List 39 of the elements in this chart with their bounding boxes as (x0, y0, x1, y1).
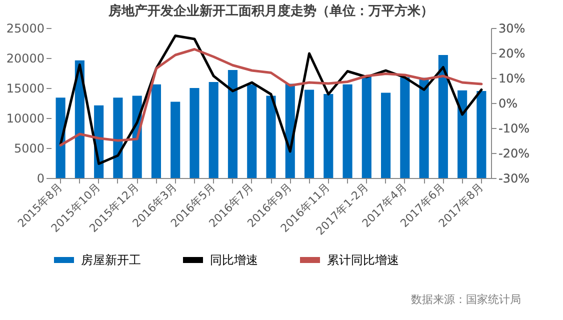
bar (170, 102, 180, 178)
bar (324, 94, 334, 178)
y-tick-label: 0 (36, 172, 44, 186)
y-tick-label: 5000 (14, 142, 44, 156)
bar (304, 90, 314, 178)
source-note: 数据来源：国家统计局 (411, 293, 521, 306)
y-tick-label: 15000 (6, 82, 44, 96)
bar (113, 98, 123, 178)
line-series (59, 34, 483, 165)
bar (458, 90, 468, 178)
chart-title: 房地产开发企业新开工面积月度走势（单位：万平方米） (108, 3, 434, 19)
legend-label: 累计同比增速 (327, 253, 399, 267)
bar (56, 98, 66, 178)
bar (208, 82, 218, 178)
y2-tick-label: -30% (498, 172, 530, 186)
y-tick-label: 20000 (6, 52, 44, 66)
legend-label: 房屋新开工 (81, 253, 141, 267)
y-tick-label: 10000 (6, 112, 44, 126)
line-series (59, 48, 483, 146)
bar (247, 84, 257, 178)
legend-label: 同比增速 (210, 253, 258, 267)
y2-tick-label: 30% (498, 22, 526, 36)
bar (362, 75, 372, 178)
bar (400, 77, 410, 178)
y2-tick-label: 0% (498, 96, 518, 110)
y2-tick-label: -20% (498, 146, 530, 160)
y2-tick-label: 20% (498, 46, 526, 60)
y-tick-label: 25000 (6, 22, 44, 36)
bar (381, 92, 391, 178)
bar (438, 55, 448, 178)
bar (266, 96, 276, 178)
bar (228, 70, 238, 178)
bar (476, 91, 486, 178)
y2-tick-label: 10% (498, 72, 526, 86)
y2-tick-label: -10% (498, 122, 530, 136)
bar (419, 78, 429, 178)
bar (190, 88, 200, 178)
bar (151, 84, 161, 178)
bar (342, 84, 352, 178)
